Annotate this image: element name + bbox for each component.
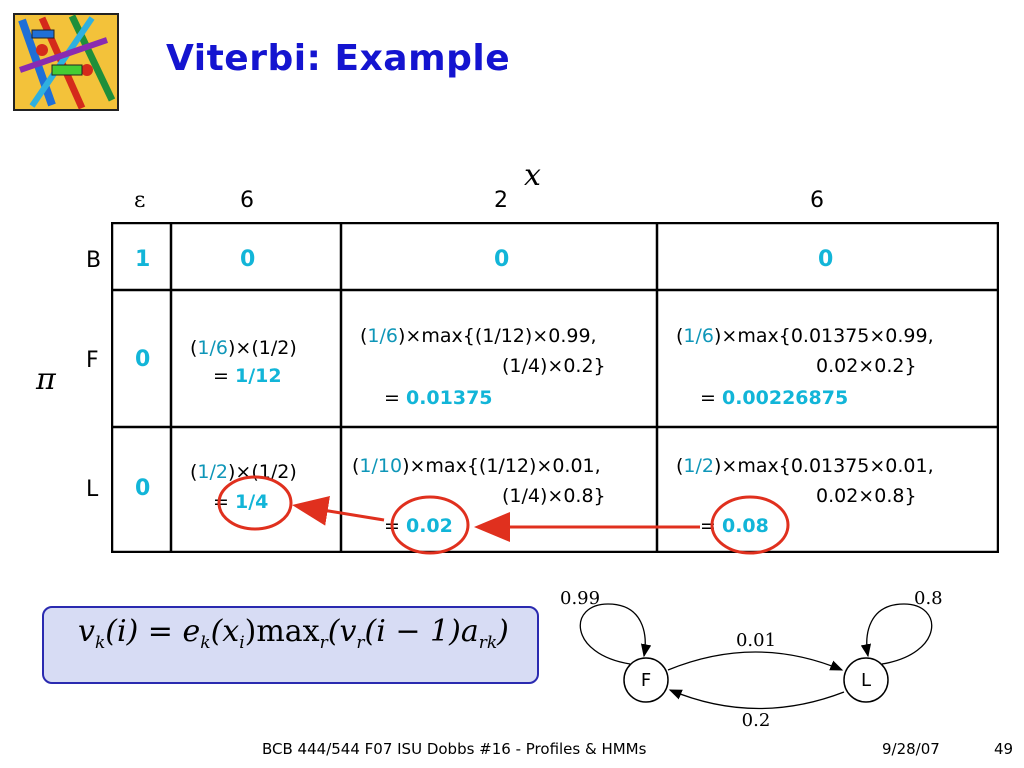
column-header-2: 2 xyxy=(494,188,508,213)
row-header-b: B xyxy=(86,248,102,273)
cell-l-2-expr: (1/10)×max{(1/12)×0.01, xyxy=(352,455,601,477)
cell-f-1-result: = 1/12 xyxy=(213,365,282,387)
cell-l-3-expr-line2: 0.02×0.8} xyxy=(816,485,917,507)
cell-f-2-result: = 0.01375 xyxy=(384,387,493,409)
init-b: 1 xyxy=(135,247,151,272)
state-l-node xyxy=(843,657,889,703)
cell-f-3-expr-line2: 0.02×0.2} xyxy=(816,355,917,377)
viterbi-recurrence-formula: vk(i) = ek(xi)maxr(vr(i − 1)ark) xyxy=(78,614,509,653)
pi-label: π xyxy=(36,362,56,397)
edge-l-self xyxy=(860,603,933,665)
column-header-epsilon: ε xyxy=(134,188,146,213)
cell-f-3-result: = 0.00226875 xyxy=(700,387,849,409)
cell-f-1-expr: (1/6)×(1/2) xyxy=(190,337,297,359)
highlight-circle-0-08 xyxy=(710,495,790,555)
hmm-state-diagram: F L 0.99 0.8 0.01 0.2 xyxy=(560,588,943,731)
course-logo xyxy=(12,10,120,112)
row-header-l: L xyxy=(86,477,99,502)
column-header-3: 6 xyxy=(810,188,824,213)
footer-date: 9/28/07 xyxy=(882,740,940,758)
cell-l-2-expr-line2: (1/4)×0.8} xyxy=(502,485,606,507)
state-l-label: L xyxy=(861,670,871,691)
cell-b-1: 0 xyxy=(240,247,256,272)
cell-b-2: 0 xyxy=(494,247,510,272)
state-f-node xyxy=(623,657,669,703)
state-f-label: F xyxy=(641,670,651,691)
slide-title: Viterbi: Example xyxy=(166,38,511,79)
f-to-l-label: 0.01 xyxy=(736,630,776,651)
cell-b-3: 0 xyxy=(818,247,834,272)
cell-f-2-expr-line2: (1/4)×0.2} xyxy=(502,355,606,377)
edge-f-self xyxy=(579,603,652,665)
traceback-arrow-1 xyxy=(292,496,385,526)
row-header-f: F xyxy=(86,348,99,373)
cell-f-2-expr: (1/6)×max{(1/12)×0.99, xyxy=(360,325,597,347)
highlight-circle-0-02 xyxy=(390,495,470,555)
cell-f-3-expr: (1/6)×max{0.01375×0.99, xyxy=(676,325,934,347)
self-l-label: 0.8 xyxy=(914,588,943,609)
x-sequence-label: x xyxy=(524,158,541,193)
self-f-label: 0.99 xyxy=(560,588,600,609)
edge-l-to-f xyxy=(668,689,845,710)
viterbi-table-grid xyxy=(111,222,999,553)
column-header-1: 6 xyxy=(240,188,254,213)
l-to-f-label: 0.2 xyxy=(742,710,771,731)
footer-page: 49 xyxy=(994,740,1014,758)
edge-f-to-l xyxy=(667,651,844,671)
viterbi-recurrence-box xyxy=(42,606,539,684)
highlight-circle-1-4 xyxy=(217,475,293,531)
footer-course: BCB 444/544 F07 ISU Dobbs #16 - Profiles… xyxy=(262,740,647,758)
cell-l-3-expr: (1/2)×max{0.01375×0.01, xyxy=(676,455,934,477)
init-l: 0 xyxy=(135,476,151,501)
init-f: 0 xyxy=(135,347,151,372)
cell-l-1-result: = 1/4 xyxy=(213,491,269,513)
